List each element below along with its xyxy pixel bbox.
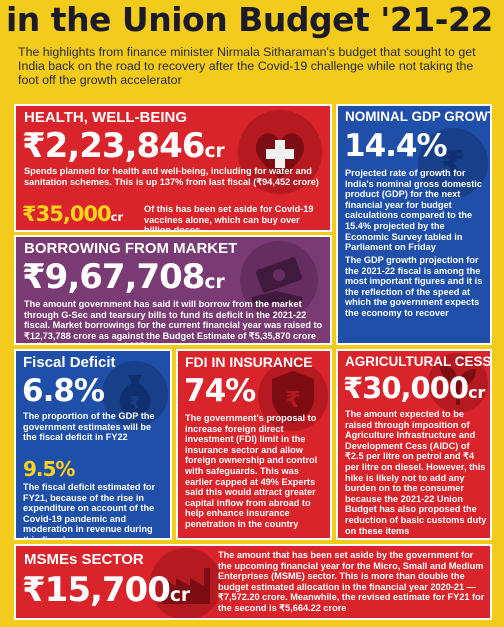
health-sub-amount: ₹35,000cr bbox=[22, 202, 123, 226]
cess-amount-value: ₹30,000 bbox=[343, 371, 469, 405]
fdi-card: ₹ FDI IN INSURANCE 74% The government's … bbox=[176, 349, 332, 540]
health-sub-text: Of this has been set aside for Covid-19 … bbox=[144, 204, 314, 232]
svg-text:₹: ₹ bbox=[441, 144, 465, 184]
borrowing-amount-value: ₹9,67,708 bbox=[22, 257, 205, 297]
borrowing-amount: ₹9,67,708cr bbox=[22, 257, 225, 297]
heart-plus-icon bbox=[238, 110, 322, 194]
msme-amount-value: ₹15,700 bbox=[22, 570, 171, 610]
gdp-title: NOMINAL GDP GROWTH bbox=[345, 109, 492, 124]
money-bag-icon: ₹ bbox=[102, 361, 168, 427]
health-card: HEALTH, WELL-BEING ₹2,23,846cr Spends pl… bbox=[14, 104, 332, 232]
cess-text: The amount expected to be raised through… bbox=[345, 409, 487, 536]
rupee-shield-icon: ₹ bbox=[258, 361, 328, 431]
health-sub-amount-unit: cr bbox=[110, 210, 124, 224]
borrowing-title: BORROWING FROM MARKET bbox=[24, 240, 238, 257]
leaf-sprout-icon bbox=[428, 353, 488, 413]
cash-hand-icon bbox=[240, 241, 318, 319]
borrowing-amount-unit: cr bbox=[204, 272, 225, 293]
page-title: in the Union Budget '21-22 bbox=[6, 0, 493, 39]
health-text: Spends planned for health and well-being… bbox=[24, 166, 319, 187]
deficit-value: 6.8% bbox=[22, 373, 105, 409]
rupee-coin-icon: ₹ bbox=[418, 128, 488, 198]
fdi-title: FDI IN INSURANCE bbox=[185, 354, 313, 370]
health-title: HEALTH, WELL-BEING bbox=[24, 109, 188, 126]
intro-text: The highlights from finance minister Nir… bbox=[18, 45, 476, 87]
msme-text: The amount that has been set aside by th… bbox=[218, 550, 485, 613]
gdp-value: 14.4% bbox=[344, 128, 448, 164]
msme-card: MSMEs SECTOR ₹15,700cr The amount that h… bbox=[14, 544, 492, 620]
health-sub-amount-value: ₹35,000 bbox=[22, 202, 112, 226]
msme-amount-unit: cr bbox=[169, 585, 191, 606]
health-amount-value: ₹2,23,846 bbox=[22, 126, 205, 166]
health-amount: ₹2,23,846cr bbox=[22, 126, 225, 166]
factory-icon bbox=[150, 548, 222, 618]
deficit-card: ₹ Fiscal Deficit 6.8% The proportion of … bbox=[14, 349, 172, 540]
deficit-sub-value: 9.5% bbox=[23, 457, 75, 481]
deficit-text: The proportion of the GDP the government… bbox=[23, 411, 155, 443]
cess-card: AGRICULTURAL CESS ₹30,000cr The amount e… bbox=[336, 349, 492, 540]
fdi-text: The government's proposal to increase fo… bbox=[185, 413, 318, 529]
borrowing-card: BORROWING FROM MARKET ₹9,67,708cr The am… bbox=[14, 235, 332, 345]
deficit-title: Fiscal Deficit bbox=[23, 354, 116, 371]
gdp-text-1: Projected rate of growth for India's nom… bbox=[345, 168, 482, 253]
gdp-card: ₹ NOMINAL GDP GROWTH 14.4% Projected rat… bbox=[336, 104, 492, 345]
gdp-text-2: The GDP growth projection for the 2021-2… bbox=[345, 255, 483, 318]
msme-title: MSMEs SECTOR bbox=[24, 551, 144, 568]
cess-amount-unit: cr bbox=[468, 383, 486, 402]
msme-amount: ₹15,700cr bbox=[22, 570, 190, 610]
svg-text:₹: ₹ bbox=[285, 388, 300, 413]
cess-amount: ₹30,000cr bbox=[343, 371, 485, 405]
health-amount-unit: cr bbox=[204, 141, 225, 162]
cess-title: AGRICULTURAL CESS bbox=[345, 354, 492, 369]
svg-text:₹: ₹ bbox=[129, 393, 140, 412]
deficit-sub-text: The fiscal deficit estimated for FY21, b… bbox=[23, 482, 156, 540]
borrowing-text: The amount government has said it will b… bbox=[24, 299, 323, 343]
fdi-value: 74% bbox=[184, 373, 256, 409]
